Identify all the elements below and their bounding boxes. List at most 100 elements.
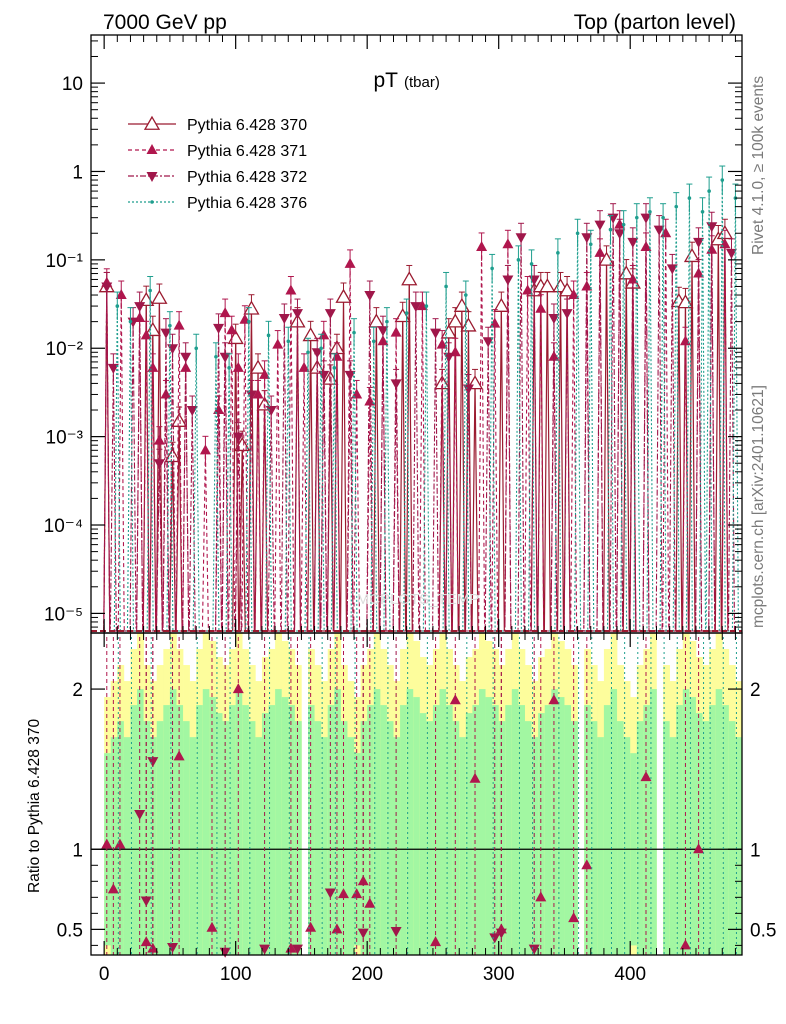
data-point: [140, 329, 152, 340]
ratio-band-green: [551, 689, 559, 955]
ratio-band-green: [715, 689, 723, 955]
ratio-point: [259, 944, 271, 955]
data-point: [227, 366, 231, 370]
ratio-band-green: [413, 697, 421, 955]
data-point: [424, 304, 429, 308]
ratio-band-green: [222, 721, 230, 955]
ratio-point: [338, 888, 350, 899]
ratio-band-green: [669, 737, 677, 955]
ratio-point: [495, 928, 507, 939]
data-point: [648, 209, 652, 214]
data-point: [490, 266, 494, 271]
ratio-point: [535, 891, 547, 902]
ratio-point: [114, 838, 126, 849]
ratio-band-green: [498, 721, 506, 955]
ratio-band-green: [183, 721, 190, 955]
ratio-band-green: [137, 689, 144, 955]
data-point: [245, 390, 257, 401]
ratio-point: [351, 888, 363, 899]
ratio-band-green: [327, 705, 335, 955]
ratio-band-green: [314, 721, 322, 955]
ratio-band-green: [117, 721, 125, 955]
ratio-band-green: [242, 705, 250, 955]
ratio-band-green: [255, 737, 263, 955]
data-point: [416, 300, 428, 311]
ratio-band-green: [143, 721, 151, 955]
data-point: [539, 278, 556, 293]
ratio-y-tick-label: 2: [72, 680, 83, 701]
data-point: [107, 363, 119, 374]
y-tick-label: 10: [62, 74, 83, 95]
ratio-frame: [90, 632, 743, 956]
data-point: [447, 313, 464, 328]
data-point: [252, 388, 264, 399]
ratio-band-green: [452, 721, 460, 955]
watermark: MCPLOTS_TEMP: [357, 591, 480, 608]
ratio-band-green: [163, 705, 171, 955]
legend-label: Pythia 6.428 370: [187, 117, 307, 134]
data-point: [302, 327, 319, 342]
y-tick-label: 10⁻³: [46, 428, 84, 449]
ratio-band-green: [544, 705, 552, 955]
ratio-point: [147, 757, 159, 768]
ratio-band-green: [709, 705, 716, 955]
data-point: [700, 209, 705, 214]
legend-marker: [143, 115, 161, 130]
ratio-point: [364, 897, 376, 908]
legend-marker: [150, 200, 154, 204]
data-point: [464, 293, 468, 297]
data-point: [101, 282, 113, 293]
data-point: [482, 337, 494, 348]
data-point: [186, 406, 198, 417]
ratio-point: [390, 926, 402, 937]
data-point: [319, 346, 323, 351]
ratio-point: [134, 810, 146, 821]
ratio-band-green: [406, 689, 414, 955]
ratio-band-green: [531, 737, 539, 955]
data-point: [335, 288, 352, 303]
data-point: [502, 275, 514, 286]
ratio-band-green: [209, 697, 217, 955]
data-point: [693, 237, 705, 248]
data-point: [621, 222, 626, 227]
legend-marker: [146, 144, 158, 154]
rivet-label: Rivet 4.1.0, ≥ 100k events: [750, 76, 767, 255]
legend-item-2: Pythia 6.428 372: [128, 169, 307, 186]
data-point: [588, 242, 593, 247]
data-point: [232, 361, 244, 372]
chart-title-sub: (tbar): [404, 74, 440, 91]
ratio-point: [140, 896, 152, 907]
data-point: [720, 178, 725, 182]
data-point: [332, 366, 337, 370]
data-point: [344, 370, 356, 381]
data-point: [115, 289, 127, 300]
ratio-band-green: [308, 705, 315, 955]
data-point: [556, 251, 560, 255]
data-point: [653, 225, 665, 236]
ratio-band-green: [643, 705, 651, 955]
ratio-point: [206, 921, 218, 932]
ratio-band-green: [367, 705, 375, 955]
data-point: [661, 215, 665, 220]
data-point: [160, 328, 172, 339]
ratio-band-green: [584, 705, 592, 955]
ratio-point: [469, 772, 481, 783]
x-tick-label: 200: [351, 964, 383, 985]
chart-title-main: pT: [373, 69, 398, 92]
data-point: [575, 231, 580, 236]
data-point: [453, 297, 470, 312]
data-point: [430, 328, 442, 339]
data-point: [634, 215, 639, 220]
data-point: [516, 258, 521, 262]
ratio-band-green: [110, 737, 118, 955]
ratio-point: [430, 936, 442, 947]
data-point: [666, 264, 678, 275]
ratio-band-green: [432, 705, 440, 955]
ratio-band-green: [288, 705, 296, 955]
main-plot: [91, 165, 742, 632]
data-point: [476, 240, 488, 251]
data-point: [489, 317, 501, 328]
ratio-band-green: [446, 705, 453, 955]
data-point: [285, 284, 297, 295]
data-point: [249, 359, 267, 374]
